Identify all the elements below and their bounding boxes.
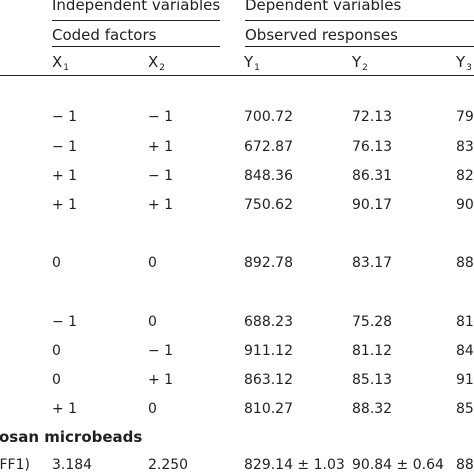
header-rule-dependent <box>245 20 474 21</box>
cell-x1: + 1 <box>52 401 78 417</box>
column-header-rule <box>0 75 474 76</box>
cell-x2: − 1 <box>148 168 174 184</box>
cell-y3: 88. <box>456 457 474 473</box>
cell-x2: 0 <box>148 314 157 330</box>
column-header-y3: Y3 <box>456 53 472 73</box>
cell-x2: − 1 <box>148 343 174 359</box>
observed-responses-header: Observed responses <box>245 26 398 44</box>
cell-x1: 3.184 <box>52 457 93 473</box>
cell-y2: 75.28 <box>352 314 393 330</box>
column-header-y1: Y1 <box>244 53 260 73</box>
independent-variables-header: Independent variables <box>52 0 221 14</box>
subheader-rule-independent <box>52 46 220 47</box>
cell-y2: 72.13 <box>352 109 393 125</box>
cell-y2: 81.12 <box>352 343 393 359</box>
cell-x2: + 1 <box>148 139 174 155</box>
cell-x2: 0 <box>148 255 157 271</box>
cell-x1: − 1 <box>52 314 78 330</box>
cell-y3: 84. <box>456 343 474 359</box>
cell-label: (FF1) <box>0 457 30 473</box>
cell-y1: 810.27 <box>244 401 293 417</box>
cell-x1: − 1 <box>52 139 78 155</box>
cell-x1: 0 <box>52 343 61 359</box>
cell-y3: 88. <box>456 255 474 271</box>
cell-y2: 90.17 <box>352 197 393 213</box>
column-header-x1: X1 <box>52 53 70 73</box>
cell-y3: 91. <box>456 372 474 388</box>
cell-y1: 892.78 <box>244 255 293 271</box>
cell-y3: 83. <box>456 139 474 155</box>
cell-y2: 86.31 <box>352 168 393 184</box>
cell-y1: 848.36 <box>244 168 293 184</box>
cell-y2: 83.17 <box>352 255 393 271</box>
cell-x1: 0 <box>52 372 61 388</box>
cell-x2: − 1 <box>148 109 174 125</box>
cell-y1: 700.72 <box>244 109 293 125</box>
cell-x1: + 1 <box>52 197 78 213</box>
column-header-x2: X2 <box>148 53 166 73</box>
cell-x2: 0 <box>148 401 157 417</box>
cell-x2: 2.250 <box>148 457 189 473</box>
cell-y2: 90.84 ± 0.64 <box>352 457 444 473</box>
cell-y3: 82. <box>456 168 474 184</box>
cell-x2: + 1 <box>148 197 174 213</box>
cell-y1: 688.23 <box>244 314 293 330</box>
subheader-rule-dependent <box>245 46 474 47</box>
cell-y2: 88.32 <box>352 401 393 417</box>
cell-y1: 672.87 <box>244 139 293 155</box>
cell-y3: 79. <box>456 109 474 125</box>
cell-y2: 76.13 <box>352 139 393 155</box>
cell-y1: 750.62 <box>244 197 293 213</box>
cell-x1: + 1 <box>52 168 78 184</box>
coded-factors-header: Coded factors <box>52 26 157 44</box>
header-rule-independent <box>52 20 220 21</box>
cell-y3: 81. <box>456 314 474 330</box>
cell-y3: 85. <box>456 401 474 417</box>
cell-x2: + 1 <box>148 372 174 388</box>
cell-y1: 911.12 <box>244 343 293 359</box>
dependent-variables-header: Dependent variables <box>245 0 402 14</box>
cell-y2: 85.13 <box>352 372 393 388</box>
column-header-y2: Y2 <box>352 53 368 73</box>
cell-y1: 829.14 ± 1.03 <box>244 457 345 473</box>
cell-y3: 90. <box>456 197 474 213</box>
section-label: osan microbeads <box>0 428 143 446</box>
cell-x1: 0 <box>52 255 61 271</box>
cell-y1: 863.12 <box>244 372 293 388</box>
cell-x1: − 1 <box>52 109 78 125</box>
